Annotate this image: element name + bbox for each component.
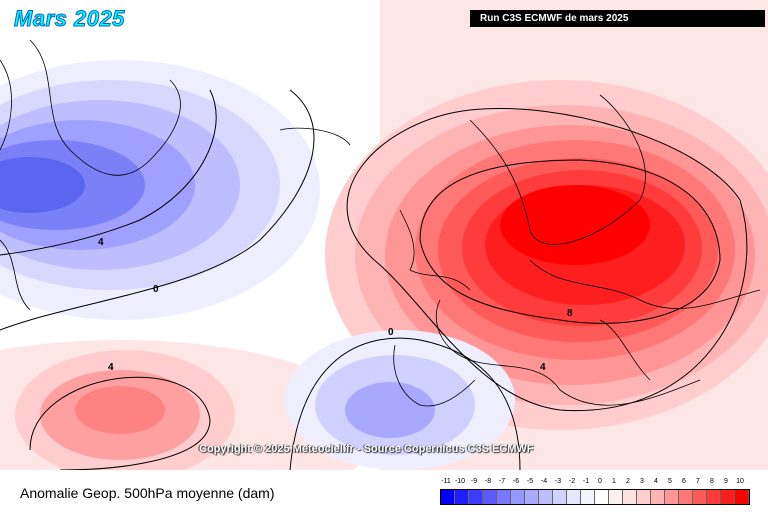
legend-swatch [483,490,497,504]
legend-label: 6 [682,478,686,485]
legend-label: -8 [484,478,492,485]
contour-labels: 4 0 0 4 8 4 [98,237,573,373]
legend-label: -11 [441,478,451,485]
contour-label-4-med: 4 [540,362,546,373]
legend-swatch [497,490,511,504]
legend-swatch [637,490,651,504]
legend-label: 4 [654,478,658,485]
contour-label-4-sw: 4 [108,362,114,373]
legend-swatch [553,490,567,504]
legend-swatch [679,490,693,504]
copyright-text: Copyright © 2025 Meteociel.fr - Source C… [199,443,534,455]
legend-swatch [665,490,679,504]
contour-label-8: 8 [567,308,573,319]
contour-label-0: 0 [153,284,159,295]
legend-label: -5 [526,478,534,485]
legend-label: 0 [598,478,602,485]
coastlines [0,39,761,407]
legend-swatch [455,490,469,504]
anomaly-map: 4 0 0 4 8 4 [0,0,768,470]
legend-label: 1 [612,478,616,485]
legend-swatch [567,490,581,504]
legend-swatch [469,490,483,504]
legend-swatch [525,490,539,504]
legend-label: -1 [582,478,590,485]
contour-lines [0,89,748,470]
legend-label: -7 [498,478,506,485]
legend-label: -9 [470,478,478,485]
legend-label: 8 [710,478,714,485]
contour-label-4: 4 [98,237,104,248]
run-label: Run C3S ECMWF de mars 2025 [470,10,765,27]
legend-label: 5 [668,478,672,485]
legend-swatch [595,490,609,504]
legend-swatch [693,490,707,504]
legend-label: -10 [454,478,466,485]
legend-label: -2 [568,478,576,485]
legend-swatch [721,490,735,504]
legend-swatch [441,490,455,504]
legend-swatch [735,490,749,504]
legend-swatch [707,490,721,504]
map-subtitle: Anomalie Geop. 500hPa moyenne (dam) [20,485,275,501]
legend-label: 10 [736,478,744,485]
anomaly-shading [0,0,768,470]
legend-label: 3 [640,478,644,485]
legend-swatch [651,490,665,504]
legend-label: 7 [696,478,700,485]
legend-label: 2 [626,478,630,485]
legend-swatch [623,490,637,504]
legend-label: -4 [540,478,548,485]
legend-swatch [539,490,553,504]
legend-swatch [609,490,623,504]
legend-boxes [440,489,750,505]
map-title: Mars 2025 [14,6,125,32]
legend-label: -6 [512,478,520,485]
legend-label: -3 [554,478,562,485]
legend-swatch [511,490,525,504]
legend-swatch [581,490,595,504]
contour-label-0-iberia: 0 [388,327,394,338]
legend-label: 9 [724,478,728,485]
